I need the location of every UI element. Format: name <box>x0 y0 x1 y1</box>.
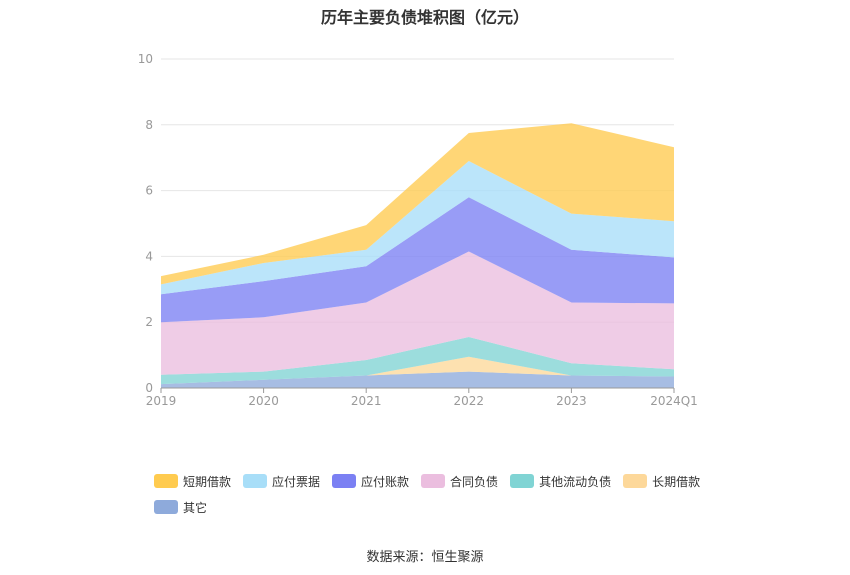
area-series-其他流动负债 <box>161 337 674 385</box>
y-tick-label: 8 <box>145 118 153 132</box>
legend-label: 其他流动负债 <box>539 474 612 489</box>
x-tick-label: 2020 <box>248 394 279 408</box>
x-tick-label: 2023 <box>556 394 587 408</box>
area-series-应付票据 <box>161 161 674 295</box>
legend-label: 应付账款 <box>361 474 410 489</box>
legend-swatch <box>243 474 268 488</box>
area-series-短期借款 <box>161 123 674 285</box>
legend: 短期借款 应付票据 应付账款 合同负债 其他流动负债 长期借款其它 <box>154 472 714 524</box>
legend-swatch <box>332 474 357 488</box>
legend-swatch <box>154 500 178 514</box>
legend-swatch <box>623 474 648 488</box>
legend-item[interactable]: 长期借款 <box>623 472 700 490</box>
y-tick-label: 10 <box>138 52 153 66</box>
x-tick-label: 2019 <box>146 394 177 408</box>
area-series-应付账款 <box>161 197 674 323</box>
y-tick-label: 6 <box>145 184 153 198</box>
y-tick-label: 4 <box>145 249 153 263</box>
legend-item[interactable]: 应付账款 <box>332 472 409 490</box>
legend-item[interactable]: 短期借款 <box>154 472 231 490</box>
x-tick-label: 2022 <box>454 394 485 408</box>
x-tick-label: 2021 <box>351 394 382 408</box>
legend-label: 短期借款 <box>183 474 232 489</box>
x-axis-labels: 2019 2020 2021 2022 2023 2024Q1 <box>146 394 698 408</box>
legend-label: 应付票据 <box>272 474 321 489</box>
legend-item[interactable]: 其他流动负债 <box>510 472 611 490</box>
y-tick-label: 2 <box>145 315 153 329</box>
y-axis-labels: 0 2 4 6 8 10 <box>138 52 153 395</box>
area-series-长期借款 <box>161 356 674 385</box>
legend-swatch <box>510 474 535 488</box>
legend-swatch <box>154 474 178 488</box>
legend-item[interactable]: 合同负债 <box>421 472 498 490</box>
y-tick-label: 0 <box>145 381 153 395</box>
x-tick-label: 2024Q1 <box>650 394 698 408</box>
legend-item[interactable]: 应付票据 <box>243 472 320 490</box>
area-series-其它 <box>161 371 674 388</box>
area-series <box>161 123 674 388</box>
x-axis <box>160 387 675 393</box>
legend-item[interactable]: 其它 <box>154 498 207 516</box>
data-source: 数据来源：恒生聚源 <box>366 550 484 565</box>
chart-title: 历年主要负债堆积图（亿元） <box>320 8 529 27</box>
legend-label: 长期借款 <box>652 474 701 489</box>
area-series-合同负债 <box>161 251 674 375</box>
legend-label: 其它 <box>183 500 208 515</box>
legend-label: 合同负债 <box>450 474 499 489</box>
legend-swatch <box>421 474 446 488</box>
